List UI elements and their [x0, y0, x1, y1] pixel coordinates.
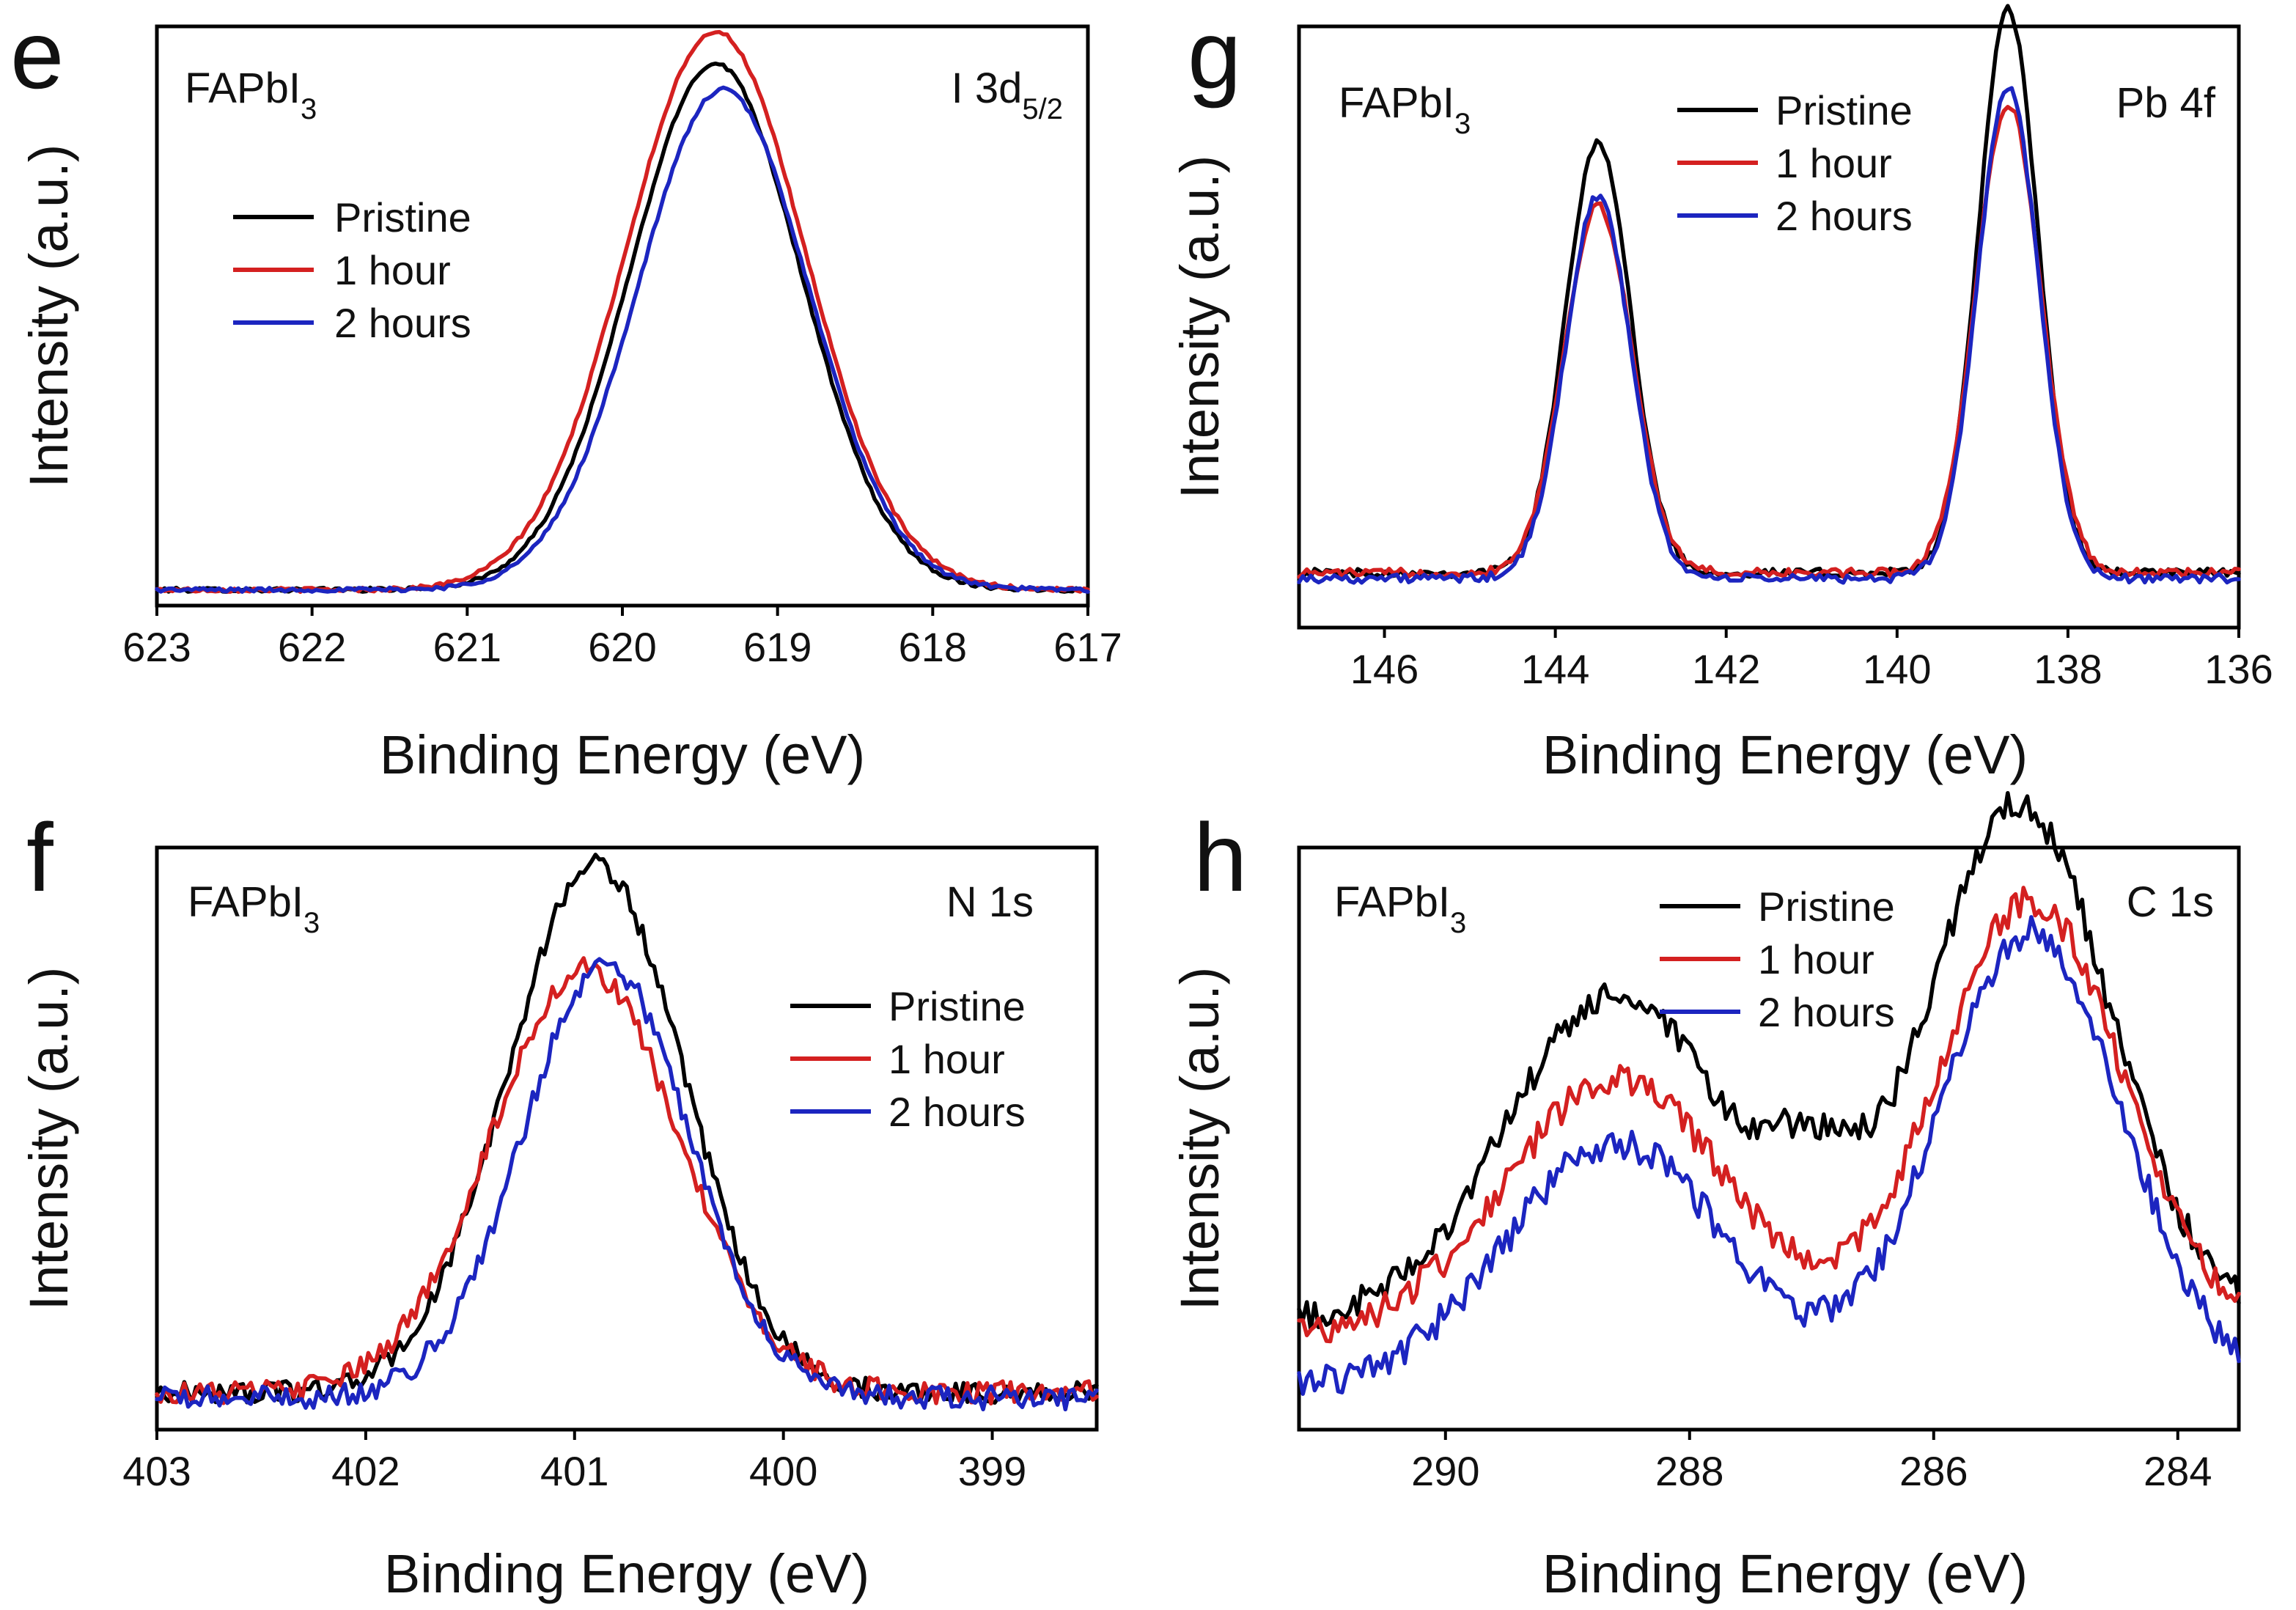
x-axis-ticks: 403 402 401 400 399	[122, 1430, 1026, 1494]
series-line-2-hours	[1297, 86, 2241, 585]
x-axis-ticks: 290 288 286 284	[1411, 1430, 2212, 1494]
core-level-label: C 1s	[2127, 878, 2214, 926]
legend-label-2-hours: 2 hours	[1758, 989, 1895, 1035]
y-axis-label: Intensity (a.u.)	[1169, 967, 1230, 1311]
series-layer	[155, 29, 1090, 595]
legend-label-pristine: Pristine	[888, 983, 1026, 1029]
x-tick-label: 146	[1350, 646, 1419, 692]
x-tick-label: 401	[540, 1448, 608, 1494]
x-tick-label: 402	[331, 1448, 400, 1494]
series-line-2-hours	[155, 957, 1099, 1412]
series-line-1-hour	[155, 29, 1090, 595]
legend-label-pristine: Pristine	[1776, 87, 1913, 133]
x-axis-ticks: 623 622 621 620 619 618 617	[122, 606, 1122, 670]
y-axis-label: Intensity (a.u.)	[1169, 155, 1230, 499]
x-tick-label: 618	[899, 624, 967, 670]
x-tick-label: 623	[122, 624, 191, 670]
series-line-1-hour	[1297, 105, 2241, 580]
plot-frame	[1297, 24, 2241, 630]
x-tick-label: 399	[958, 1448, 1026, 1494]
x-tick-label: 617	[1053, 624, 1122, 670]
legend-label-pristine: Pristine	[1758, 883, 1895, 930]
series-layer	[155, 853, 1099, 1412]
panel-letter: h	[1193, 804, 1247, 911]
x-tick-label: 621	[433, 624, 501, 670]
core-level-label: Pb 4f	[2116, 79, 2216, 127]
panel-letter: f	[26, 804, 54, 911]
legend-label-1-hour: 1 hour	[888, 1036, 1005, 1082]
legend-label-2-hours: 2 hours	[334, 300, 471, 346]
x-tick-label: 400	[749, 1448, 817, 1494]
legend-label-1-hour: 1 hour	[334, 247, 451, 293]
legend-label-pristine: Pristine	[334, 194, 471, 240]
legend-label-2-hours: 2 hours	[888, 1089, 1026, 1135]
panel-letter: g	[1188, 1, 1241, 109]
series-line-pristine	[155, 61, 1090, 594]
series-line-pristine	[1297, 790, 2241, 1332]
x-tick-label: 142	[1692, 646, 1760, 692]
panel-letter: e	[10, 1, 64, 109]
x-axis-label: Binding Energy (eV)	[384, 1543, 869, 1604]
legend: Pristine 1 hour 2 hours	[790, 983, 1026, 1135]
x-tick-label: 290	[1411, 1448, 1479, 1494]
legend-label-1-hour: 1 hour	[1776, 140, 1892, 186]
plot-frame	[1297, 845, 2241, 1432]
x-axis-label: Binding Energy (eV)	[380, 724, 865, 785]
series-layer	[1297, 790, 2241, 1396]
panel-g: g 146 144 142 140 138 136 FAPbI3 Pb 4f Pristi…	[1169, 1, 2273, 785]
sample-label: FAPbI3	[188, 878, 320, 939]
y-axis-label: Intensity (a.u.)	[18, 144, 79, 488]
legend: Pristine 1 hour 2 hours	[1660, 883, 1895, 1035]
legend: Pristine 1 hour 2 hours	[1677, 87, 1913, 239]
panel-f: f 403 402 401 400 399 FAPbI3 N 1s Pristine 1…	[18, 804, 1099, 1604]
panel-h: h 290 288 286 284 FAPbI3 C 1s Pristine 1 ho…	[1169, 790, 2241, 1604]
x-tick-label: 284	[2144, 1448, 2212, 1494]
plot-frame	[155, 24, 1090, 608]
x-tick-label: 136	[2204, 646, 2273, 692]
series-layer	[1297, 4, 2241, 585]
sample-label: FAPbI3	[185, 65, 317, 125]
x-axis-ticks: 146 144 142 140 138 136	[1350, 628, 2273, 692]
x-tick-label: 140	[1863, 646, 1931, 692]
x-tick-label: 144	[1521, 646, 1589, 692]
x-tick-label: 403	[122, 1448, 191, 1494]
sample-label: FAPbI3	[1339, 79, 1471, 140]
x-tick-label: 138	[2034, 646, 2102, 692]
core-level-label: I 3d5/2	[952, 65, 1063, 125]
plot-frame	[155, 845, 1099, 1432]
series-line-2-hours	[1297, 915, 2241, 1396]
series-line-2-hours	[155, 85, 1090, 594]
legend-label-2-hours: 2 hours	[1776, 193, 1913, 239]
panel-e: e 623 622 621 620 619 618 617 FAPbI3 I 3d5/2 P…	[10, 1, 1122, 785]
sample-label: FAPbI3	[1334, 878, 1466, 939]
x-axis-label: Binding Energy (eV)	[1542, 724, 2028, 785]
series-line-1-hour	[1297, 886, 2241, 1344]
y-axis-label: Intensity (a.u.)	[18, 967, 79, 1311]
x-tick-label: 622	[278, 624, 346, 670]
x-axis-label: Binding Energy (eV)	[1542, 1543, 2028, 1604]
x-tick-label: 288	[1655, 1448, 1723, 1494]
core-level-label: N 1s	[946, 878, 1034, 926]
legend: Pristine 1 hour 2 hours	[233, 194, 471, 346]
legend-label-1-hour: 1 hour	[1758, 936, 1874, 982]
x-tick-label: 619	[743, 624, 812, 670]
x-tick-label: 620	[588, 624, 656, 670]
x-tick-label: 286	[1899, 1448, 1968, 1494]
